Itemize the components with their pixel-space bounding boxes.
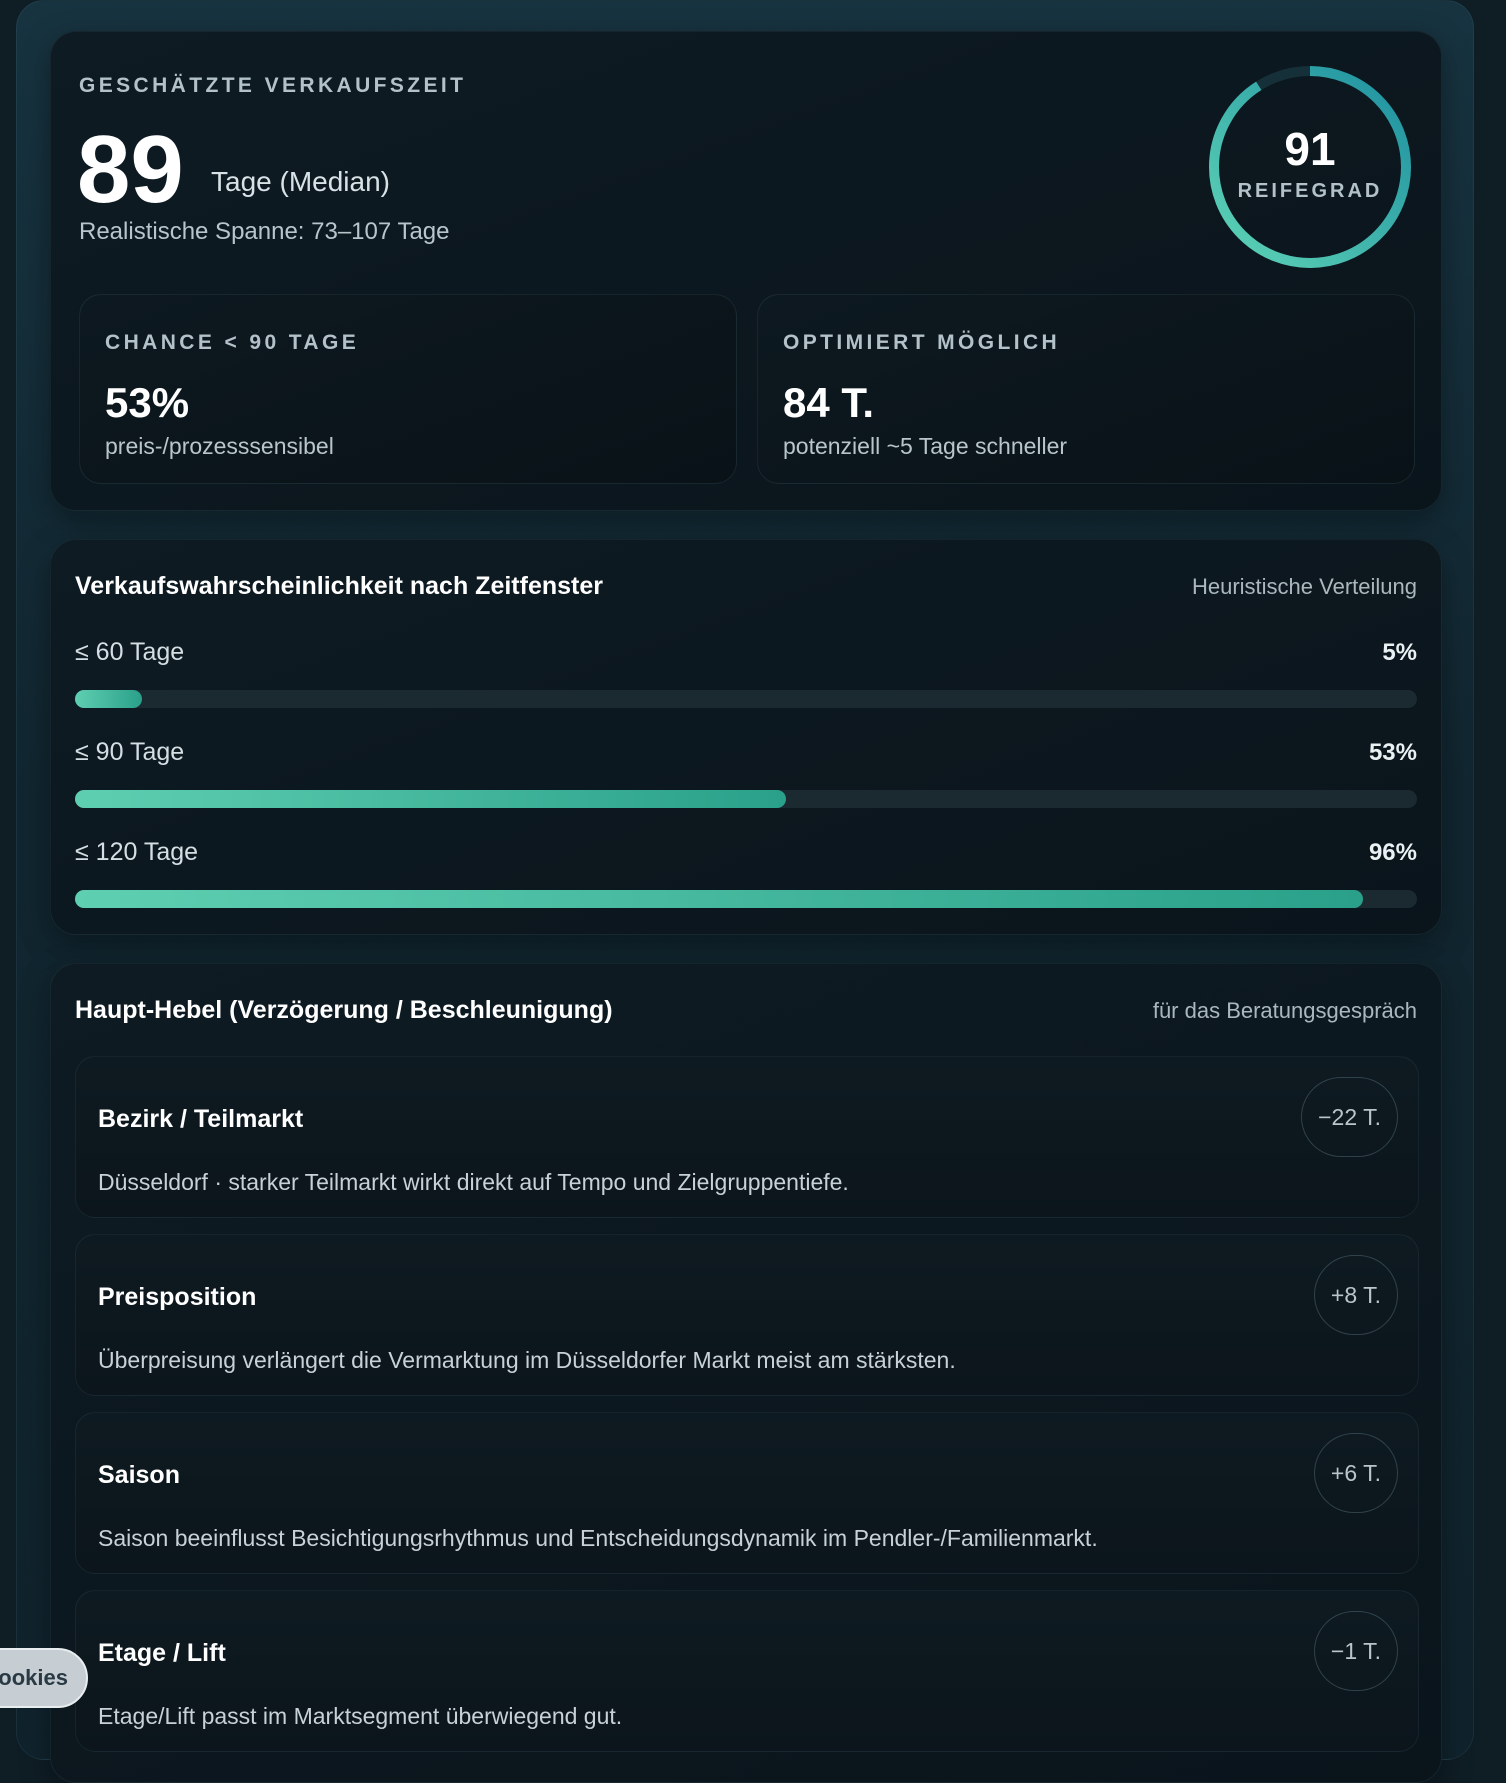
- probability-card: Verkaufswahrscheinlichkeit nach Zeitfens…: [50, 539, 1442, 935]
- probability-card-header: Verkaufswahrscheinlichkeit nach Zeitfens…: [75, 572, 1417, 601]
- cookies-button[interactable]: ookies: [0, 1648, 88, 1708]
- maturity-score: 91: [1284, 123, 1336, 175]
- lever-title: Saison: [98, 1461, 180, 1489]
- maturity-gauge-ring: [1209, 66, 1411, 268]
- probability-label: ≤ 90 Tage: [75, 738, 185, 766]
- probability-value: 5%: [1382, 638, 1417, 666]
- stat-eyebrow: OPTIMIERT MÖGLICH: [783, 331, 1061, 354]
- probability-row-90: ≤ 90 Tage 53%: [75, 738, 1417, 828]
- lever-impact-badge: −1 T.: [1313, 1611, 1398, 1691]
- levers-card-header: Haupt-Hebel (Verzögerung / Beschleunigun…: [75, 996, 1417, 1025]
- lever-description: Saison beeinflusst Besichtigungsrhythmus…: [98, 1525, 1098, 1551]
- lever-description: Überpreisung verlängert die Vermarktung …: [98, 1347, 956, 1373]
- sale-time-summary-card: GESCHÄTZTE VERKAUFSZEIT 89 Tage (Median)…: [50, 31, 1442, 511]
- stat-value: 84 T.: [783, 379, 875, 426]
- probability-note: Heuristische Verteilung: [1191, 573, 1417, 599]
- median-days-value: 89: [77, 116, 184, 223]
- maturity-gauge-arc: [1209, 66, 1411, 268]
- stat-subtext: preis-/prozesssensibel: [105, 433, 334, 459]
- levers-card: Haupt-Hebel (Verzögerung / Beschleunigun…: [50, 963, 1442, 1783]
- probability-value: 53%: [1368, 738, 1417, 766]
- lever-item-season: Saison Saison beeinflusst Besichtigungsr…: [75, 1412, 1419, 1574]
- lever-impact-badge: −22 T.: [1301, 1077, 1398, 1157]
- stat-card-chance: CHANCE < 90 TAGE 53% preis-/prozesssensi…: [79, 294, 737, 484]
- probability-row-60: ≤ 60 Tage 5%: [75, 638, 1417, 728]
- probability-title: Verkaufswahrscheinlichkeit nach Zeitfens…: [75, 572, 603, 600]
- probability-label: ≤ 60 Tage: [75, 638, 185, 666]
- probability-row-120: ≤ 120 Tage 96%: [75, 838, 1417, 928]
- probability-bar-track: [75, 890, 1417, 908]
- levers-title: Haupt-Hebel (Verzögerung / Beschleunigun…: [75, 996, 613, 1024]
- median-days-unit: Tage (Median): [211, 166, 390, 197]
- lever-item-floor-lift: Etage / Lift Etage/Lift passt im Marktse…: [75, 1590, 1419, 1752]
- probability-bar-track: [75, 690, 1417, 708]
- summary-eyebrow: GESCHÄTZTE VERKAUFSZEIT: [79, 74, 467, 97]
- probability-value: 96%: [1368, 838, 1417, 866]
- realistic-range: Realistische Spanne: 73–107 Tage: [79, 218, 450, 245]
- lever-title: Etage / Lift: [98, 1639, 226, 1667]
- probability-bar-fill: [75, 690, 143, 708]
- levers-note: für das Beratungsgespräch: [1152, 997, 1417, 1023]
- lever-title: Preisposition: [98, 1283, 257, 1311]
- probability-bar-track: [75, 790, 1417, 808]
- lever-impact-badge: +8 T.: [1313, 1255, 1398, 1335]
- stat-card-optimized: OPTIMIERT MÖGLICH 84 T. potenziell ~5 Ta…: [757, 294, 1415, 484]
- lever-title: Bezirk / Teilmarkt: [98, 1105, 304, 1133]
- result-panel: GESCHÄTZTE VERKAUFSZEIT 89 Tage (Median)…: [16, 0, 1474, 1783]
- stat-value: 53%: [105, 379, 190, 426]
- stat-subtext: potenziell ~5 Tage schneller: [783, 433, 1068, 459]
- maturity-label: REIFEGRAD: [1237, 180, 1383, 202]
- lever-description: Etage/Lift passt im Marktsegment überwie…: [98, 1703, 623, 1729]
- probability-label: ≤ 120 Tage: [75, 838, 199, 866]
- lever-item-price: Preisposition Überpreisung verlängert di…: [75, 1234, 1419, 1396]
- probability-bar-fill: [75, 890, 1364, 908]
- stat-eyebrow: CHANCE < 90 TAGE: [105, 331, 360, 354]
- probability-bar-fill: [75, 790, 787, 808]
- lever-impact-badge: +6 T.: [1313, 1433, 1398, 1513]
- lever-item-district: Bezirk / Teilmarkt Düsseldorf · starker …: [75, 1056, 1419, 1218]
- maturity-gauge: 91 REIFEGRAD: [1205, 62, 1415, 272]
- lever-description: Düsseldorf · starker Teilmarkt wirkt dir…: [98, 1169, 849, 1195]
